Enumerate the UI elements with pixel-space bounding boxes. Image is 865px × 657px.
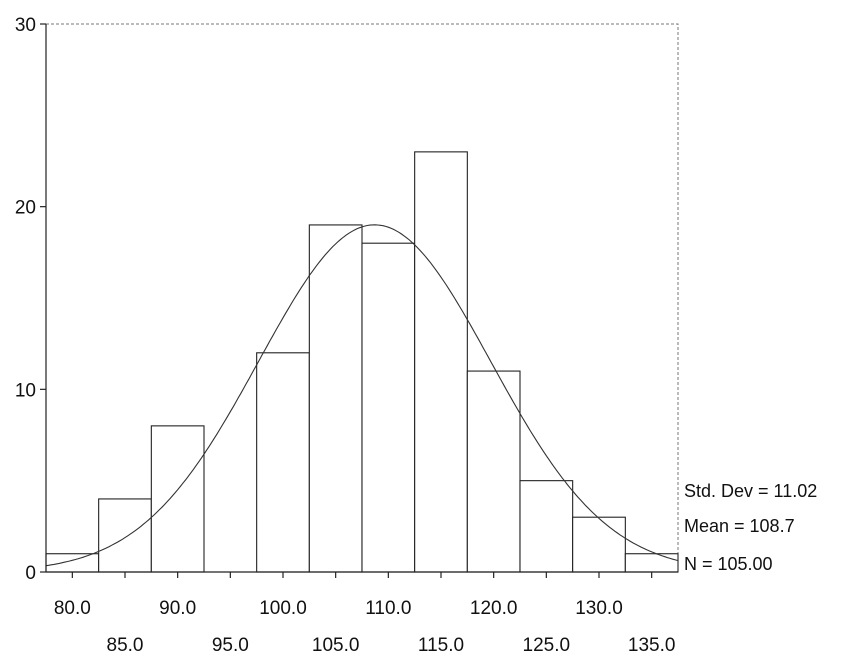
stats-box: Std. Dev = 11.02 Mean = 108.7 N = 105.00 [684, 481, 817, 574]
x-tick-label-row2-135.0: 135.0 [628, 635, 676, 656]
x-tick-label-row1-120.0: 120.0 [470, 598, 518, 619]
x-tick-label-row1-110.0: 110.0 [365, 598, 411, 619]
x-tick-label-row2-105.0: 105.0 [312, 635, 360, 656]
x-ticks-group: 80.0 90.0 100.0 110.0 120.0 130.0 85.0 95.0 105.… [54, 572, 676, 656]
mean-label: Mean = 108.7 [684, 516, 795, 536]
y-tick-label-0: 0 [25, 563, 36, 584]
std-dev-label: Std. Dev = 11.02 [684, 481, 817, 501]
histogram-bar-110 [361, 242, 416, 573]
x-tick-label-row2-95.0: 95.0 [212, 635, 249, 656]
x-tick-label-row1-130.0: 130.0 [575, 598, 623, 619]
y-tick-label-30: 30 [15, 15, 36, 36]
x-tick-label-row2-85.0: 85.0 [107, 635, 144, 656]
y-ticks-group: 0 10 20 30 [15, 15, 46, 584]
histogram-bar-85 [98, 498, 152, 573]
x-tick-label-row1-90.0: 90.0 [159, 598, 196, 619]
histogram-bar-90 [150, 425, 205, 573]
histogram-bar-80 [45, 553, 100, 573]
histogram-bar-105 [308, 224, 363, 573]
x-tick-label-row2-125.0: 125.0 [523, 635, 571, 656]
histogram-bar-115 [414, 151, 468, 573]
n-label: N = 105.00 [684, 554, 773, 574]
x-tick-label-row2-115.0: 115.0 [418, 635, 464, 656]
y-tick-label-20: 20 [15, 198, 36, 219]
x-tick-label-row1-80.0: 80.0 [54, 598, 91, 619]
x-tick-label-row1-100.0: 100.0 [259, 598, 307, 619]
normal-curve [45, 224, 679, 567]
bars-group [45, 151, 679, 573]
y-tick-label-10: 10 [15, 380, 36, 401]
histogram-bar-120 [466, 370, 521, 573]
histogram-bar-130 [572, 516, 626, 573]
histogram-bar-100 [256, 352, 310, 573]
histogram-bar-135 [624, 553, 679, 573]
histogram-bar-125 [519, 480, 574, 573]
